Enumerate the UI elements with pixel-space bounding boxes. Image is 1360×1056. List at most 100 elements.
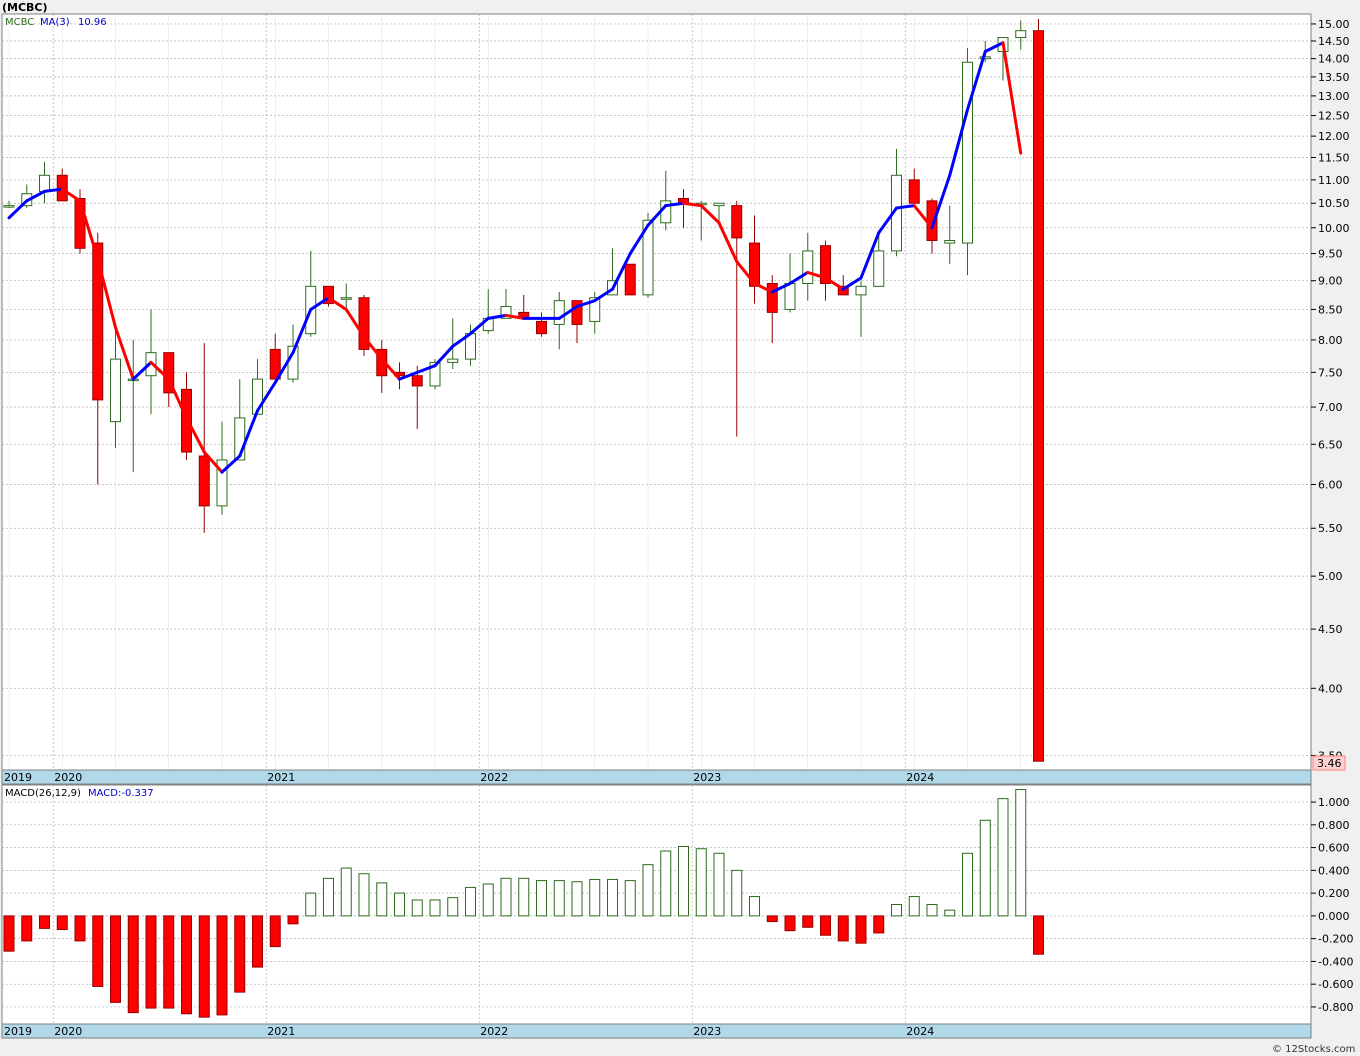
- price-legend-ma-value: 10.96: [78, 17, 107, 28]
- macd-bar: [181, 915, 192, 1015]
- price-y-tick-label: 8.50: [1318, 303, 1343, 316]
- candle: [553, 292, 565, 350]
- ma-segment: [788, 270, 810, 286]
- ma-segment: [185, 416, 206, 454]
- ma-segment: [575, 299, 597, 308]
- macd-bar: [234, 915, 246, 993]
- footer-credit: © 12Stocks.com: [1272, 1044, 1355, 1055]
- candle: [198, 343, 210, 533]
- ma-segment: [415, 364, 437, 374]
- macd-bar: [56, 915, 68, 931]
- ma-segment: [699, 204, 721, 225]
- candle: [234, 379, 246, 461]
- macd-bar: [660, 850, 672, 917]
- macd-bar: [305, 892, 317, 917]
- candle: [1033, 18, 1044, 762]
- price-panel: 15.00 14.50 14.00 13.50 13.00 12.50 12.00 11.50…: [1, 13, 1350, 785]
- price-year-label: 2019: [4, 771, 32, 784]
- ma-segment: [877, 206, 898, 235]
- price-legend-ma: MA(3): [40, 17, 70, 28]
- ma-segment: [841, 276, 863, 291]
- ma-segment: [149, 360, 171, 381]
- ma-segment: [131, 360, 153, 381]
- macd-bar: [252, 915, 263, 968]
- price-legend-symbol: MCBC: [5, 17, 34, 28]
- macd-bar: [624, 880, 636, 917]
- ma-segment: [646, 204, 668, 227]
- candle: [855, 280, 867, 337]
- macd-bar: [1015, 789, 1027, 917]
- price-year-label: 2023: [693, 771, 721, 784]
- ma-segment: [664, 201, 685, 208]
- candle: [731, 200, 743, 437]
- macd-bar: [962, 852, 973, 917]
- ma-segment: [433, 344, 455, 368]
- candle: [908, 168, 920, 204]
- macd-y-tick-label: 0.600: [1318, 842, 1350, 855]
- macd-y-tick-label: -0.200: [1318, 933, 1353, 946]
- macd-bar: [855, 915, 867, 944]
- ma-segment: [859, 231, 881, 280]
- price-y-tick-label: 6.00: [1318, 479, 1343, 492]
- macd-bar: [127, 915, 139, 1014]
- ma-segment: [344, 307, 366, 339]
- ma-segment: [912, 204, 934, 230]
- ma-segment: [398, 370, 419, 381]
- macd-bar: [678, 845, 689, 917]
- macd-y-tick-label: 0.000: [1318, 910, 1350, 923]
- price-y-tick-label: 10.50: [1318, 197, 1350, 210]
- ma-segment: [309, 296, 330, 311]
- price-y-tick-label: 4.50: [1318, 623, 1343, 636]
- macd-bar: [216, 915, 228, 1016]
- macd-year-label: 2022: [480, 1025, 508, 1038]
- ma-segment: [824, 276, 845, 291]
- macd-bar: [553, 880, 565, 917]
- macd-y-tick-label: 1.000: [1318, 796, 1350, 809]
- macd-bar: [642, 864, 654, 917]
- candle: [873, 230, 885, 287]
- macd-bar: [997, 798, 1009, 917]
- macd-bar: [269, 915, 281, 948]
- price-y-tick-label: 7.50: [1318, 366, 1343, 379]
- macd-bar: [110, 915, 121, 1003]
- price-year-label: 2024: [906, 771, 934, 784]
- macd-bar: [944, 909, 956, 917]
- macd-bar: [39, 915, 50, 929]
- ma-segment: [966, 50, 987, 112]
- macd-bar: [376, 882, 388, 917]
- macd-bar: [589, 878, 601, 917]
- macd-bar: [411, 899, 423, 917]
- macd-bar: [145, 915, 157, 1009]
- price-y-tick-label: 14.50: [1318, 35, 1350, 48]
- ma-segment: [114, 326, 135, 381]
- macd-bar: [766, 915, 778, 923]
- price-y-tick-label: 6.50: [1318, 438, 1343, 451]
- ma-segment: [753, 282, 774, 294]
- candle: [820, 240, 831, 301]
- macd-bar: [465, 886, 476, 917]
- macd-bar: [447, 897, 459, 917]
- candle: [766, 275, 778, 344]
- price-y-tick-label: 11.50: [1318, 152, 1350, 165]
- chart-title: (MCBC): [2, 1, 48, 14]
- macd-bar: [3, 915, 15, 952]
- candle: [269, 333, 281, 380]
- macd-bar: [837, 915, 849, 942]
- ma-segment: [362, 335, 384, 361]
- ma-segment: [256, 381, 277, 413]
- ma-segment: [469, 316, 490, 336]
- ma-segment: [770, 282, 792, 294]
- macd-bar: [891, 904, 902, 917]
- macd-bar: [731, 869, 743, 917]
- price-y-tick-label: 11.00: [1318, 174, 1350, 187]
- candle: [340, 283, 352, 313]
- macd-bar: [21, 915, 33, 942]
- ma-segment: [486, 313, 508, 320]
- price-y-tick-label: 9.00: [1318, 275, 1343, 288]
- candle: [802, 232, 814, 301]
- price-y-tick-label: 15.00: [1318, 18, 1350, 31]
- candle: [536, 312, 547, 337]
- price-y-tick-label: 4.00: [1318, 682, 1343, 695]
- candle: [358, 294, 370, 356]
